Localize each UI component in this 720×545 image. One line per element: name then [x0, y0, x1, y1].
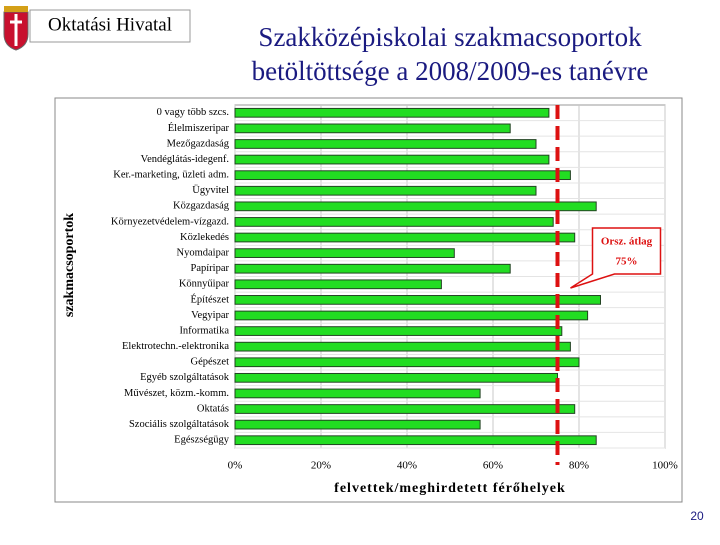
y-tick-label: Élelmiszeripar	[168, 122, 230, 134]
y-tick-label: Művészet, közm.-komm.	[124, 388, 229, 399]
bar	[234, 263, 511, 274]
callout-value: 75%	[616, 256, 638, 268]
bar	[234, 419, 481, 430]
y-tick-label: Közgazdaság	[173, 201, 230, 212]
y-tick-label: 0 vagy több szcs.	[157, 107, 229, 118]
bar	[234, 388, 481, 399]
y-tick-label: Ker.-marketing, üzleti adm.	[113, 170, 229, 181]
y-tick-label: Egészségügy	[174, 435, 230, 446]
bar	[234, 279, 442, 290]
bar	[234, 154, 550, 165]
callout-name: Orsz. átlag	[601, 236, 653, 248]
bar	[234, 404, 576, 414]
y-tick-label: Gépészet	[191, 357, 230, 368]
bar	[234, 232, 576, 243]
organization: Oktatási Hivatal	[48, 14, 172, 35]
x-tick-label: 20%	[311, 460, 331, 472]
y-tick-label: Építészet	[191, 293, 230, 305]
logo-box	[29, 9, 191, 43]
x-tick-label: 60%	[483, 460, 503, 472]
x-tick-label: 100%	[652, 460, 678, 472]
x-tick-label: 80%	[569, 460, 589, 472]
bar	[234, 107, 550, 118]
bar	[234, 139, 537, 149]
y-tick-label: Oktatás	[197, 403, 229, 414]
y-tick-label: Informatika	[179, 325, 229, 336]
x-axis-label: felvettek/meghirdetett férőhelyek	[334, 481, 566, 496]
crest	[3, 6, 29, 51]
bar	[234, 217, 554, 227]
y-tick-label: Nyomdaipar	[177, 248, 230, 259]
bar	[234, 326, 563, 336]
callout	[570, 227, 662, 289]
bar	[234, 435, 597, 446]
title: Szakközépiskolai szakmacsoportok	[258, 22, 642, 52]
y-tick-label: Papíripar	[191, 263, 230, 274]
bar	[234, 357, 580, 368]
y-tick-label: Vegyipar	[191, 310, 229, 321]
bar	[234, 310, 589, 321]
y-tick-label: Közlekedés	[180, 232, 229, 243]
bar	[234, 295, 601, 305]
bar	[234, 372, 558, 383]
y-tick-label: Egyéb szolgáltatások	[140, 372, 230, 383]
x-tick-label: 0%	[228, 460, 243, 472]
x-tick-label: 40%	[397, 460, 417, 472]
y-tick-label: Könnyűipar	[179, 279, 230, 290]
y-tick-label: Szociális szolgáltatások	[129, 419, 230, 430]
bar	[234, 248, 455, 258]
bar	[234, 170, 571, 181]
y-tick-label: Vendéglátás-idegenf.	[141, 154, 229, 165]
y-tick-label: Elektrotechn.-elektronika	[122, 341, 229, 352]
bar	[234, 341, 571, 352]
title: betöltöttsége a 2008/2009-es tanévre	[252, 56, 649, 86]
bar	[234, 185, 537, 196]
y-axis-label: szakmacsoportok	[62, 213, 77, 317]
bar	[234, 201, 597, 212]
bar	[234, 123, 511, 134]
y-tick-label: Mezőgazdaság	[167, 138, 230, 149]
y-tick-label: Környezetvédelem-vízgazd.	[111, 216, 229, 227]
y-tick-label: Ügyvitel	[192, 184, 229, 196]
page-number: 20	[690, 509, 704, 523]
